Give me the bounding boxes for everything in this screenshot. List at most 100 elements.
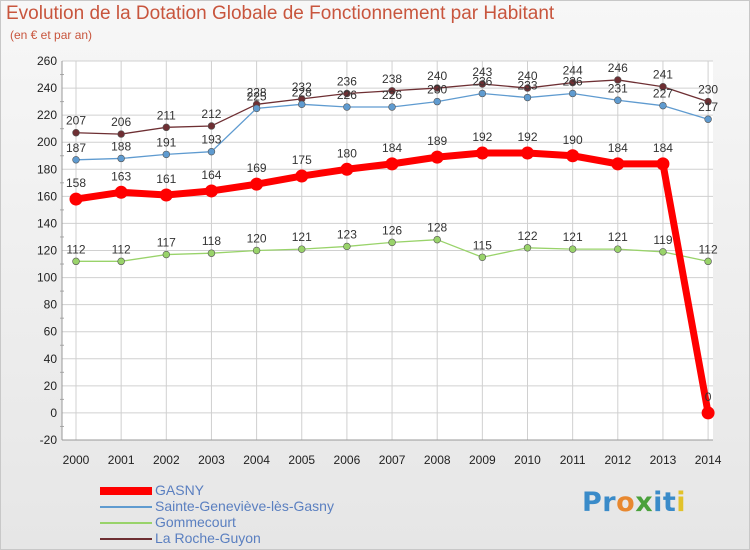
y-tick-label: 240	[37, 81, 57, 95]
logo-letter: x	[635, 487, 654, 518]
x-tick-label: 2009	[469, 453, 496, 467]
data-point	[72, 156, 80, 164]
data-point	[388, 87, 396, 95]
data-label: 246	[608, 61, 628, 75]
data-label: 126	[382, 223, 402, 237]
legend-swatch	[100, 487, 152, 495]
data-label: 226	[337, 88, 357, 102]
data-point	[117, 257, 125, 266]
data-point	[385, 157, 399, 171]
legend-label: La Roche-Guyon	[155, 530, 261, 546]
data-label: 211	[157, 108, 176, 122]
chart-subtitle: (en € et par an)	[10, 28, 93, 42]
x-tick-label: 2007	[379, 453, 406, 467]
data-point	[704, 115, 712, 123]
data-point	[207, 122, 216, 130]
series-gasny: 158 163 161 164 169 175 180 184 189 192 192 190 184 1…	[66, 130, 715, 420]
y-tick-label: 180	[37, 162, 57, 176]
data-label: 240	[427, 69, 447, 83]
x-tick-label: 2000	[63, 453, 90, 467]
data-label: 189	[427, 134, 447, 148]
data-label: 0	[705, 390, 712, 404]
data-point	[611, 157, 625, 171]
data-point	[72, 257, 80, 266]
y-tick-label: 260	[37, 54, 57, 68]
data-point	[659, 101, 667, 110]
data-label: 115	[473, 238, 492, 252]
x-tick-label: 2012	[604, 453, 631, 467]
proxiti-logo: Proxiti	[582, 487, 686, 518]
data-point	[343, 242, 351, 251]
data-point	[568, 89, 577, 98]
data-label: 118	[202, 234, 221, 248]
data-label: 190	[563, 133, 583, 147]
data-point	[614, 245, 622, 253]
data-label: 121	[608, 230, 628, 244]
logo-letter: P	[582, 487, 603, 518]
x-tick-label: 2001	[108, 453, 135, 467]
data-point	[162, 250, 171, 259]
x-tick-label: 2013	[650, 453, 677, 467]
x-tick-label: 2008	[424, 453, 451, 467]
data-point	[478, 253, 487, 261]
logo-letter: r	[602, 487, 617, 518]
data-label: 192	[472, 130, 492, 144]
y-tick-label: 20	[44, 379, 58, 393]
data-label: 191	[156, 135, 176, 149]
data-label: 187	[66, 141, 86, 155]
x-tick-label: 2011	[560, 453, 586, 467]
data-label: 240	[517, 69, 537, 83]
data-point	[159, 188, 173, 202]
y-tick-label: 220	[37, 108, 57, 122]
data-label: 241	[653, 68, 673, 82]
data-point	[252, 246, 261, 255]
data-point	[250, 177, 264, 191]
data-point	[523, 93, 532, 102]
y-tick-label: -20	[40, 433, 58, 447]
y-tick-label: 100	[37, 271, 57, 285]
x-tick-label: 2010	[514, 453, 541, 467]
data-label: 121	[563, 230, 583, 244]
data-point	[252, 104, 261, 113]
data-label: 128	[427, 221, 447, 235]
y-tick-label: 80	[44, 298, 58, 312]
legend-swatch	[100, 538, 152, 540]
data-point	[478, 89, 487, 98]
x-tick-label: 2006	[334, 453, 361, 467]
data-label: 236	[337, 74, 357, 88]
data-label: 180	[337, 146, 357, 160]
data-point	[343, 89, 351, 98]
x-tick-label: 2014	[695, 453, 722, 467]
data-label: 226	[382, 88, 402, 102]
data-label: 230	[698, 83, 718, 97]
y-tick-label: 40	[44, 352, 58, 366]
data-point	[72, 129, 80, 137]
data-label: 230	[427, 83, 447, 97]
y-tick-label: 0	[50, 406, 57, 420]
data-label: 207	[66, 114, 86, 128]
data-label: 161	[156, 172, 176, 186]
y-tick-label: 60	[44, 325, 58, 339]
logo-letter: o	[616, 487, 636, 518]
legend-label: Gommecourt	[155, 514, 236, 530]
data-label: 112	[66, 242, 85, 256]
data-point	[433, 84, 441, 92]
data-label: 225	[247, 89, 267, 103]
data-point	[162, 150, 171, 159]
data-label: 244	[563, 64, 583, 78]
data-label: 112	[699, 242, 718, 256]
data-point	[566, 149, 580, 163]
data-label: 236	[472, 74, 492, 88]
data-point	[114, 185, 128, 199]
data-label: 184	[653, 141, 673, 155]
data-label: 184	[382, 141, 402, 155]
data-point	[656, 157, 670, 171]
data-point	[117, 130, 125, 138]
y-tick-label: 120	[37, 244, 57, 258]
data-point	[295, 169, 309, 183]
data-point	[207, 249, 216, 257]
data-point	[568, 78, 577, 87]
